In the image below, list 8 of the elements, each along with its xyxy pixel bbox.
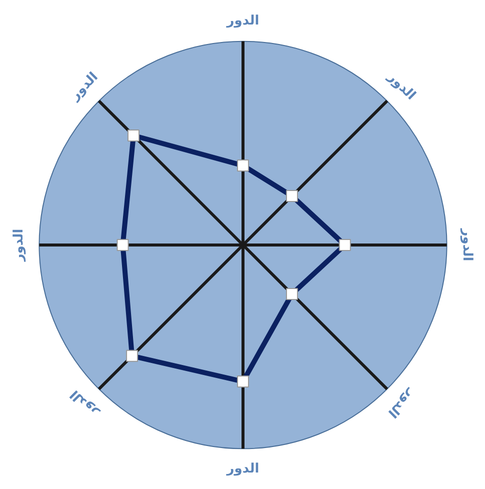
spoke-label: الدور (226, 13, 260, 28)
spoke-label: الدور (67, 70, 102, 104)
spoke-label: الدور (384, 386, 419, 420)
spoke-label: الدور (384, 69, 418, 104)
spoke-label: الدور (68, 386, 102, 421)
spoke-label: الدور (11, 228, 26, 262)
spoke-label: الدور (226, 462, 260, 477)
spoke-label: الدور (460, 228, 475, 262)
